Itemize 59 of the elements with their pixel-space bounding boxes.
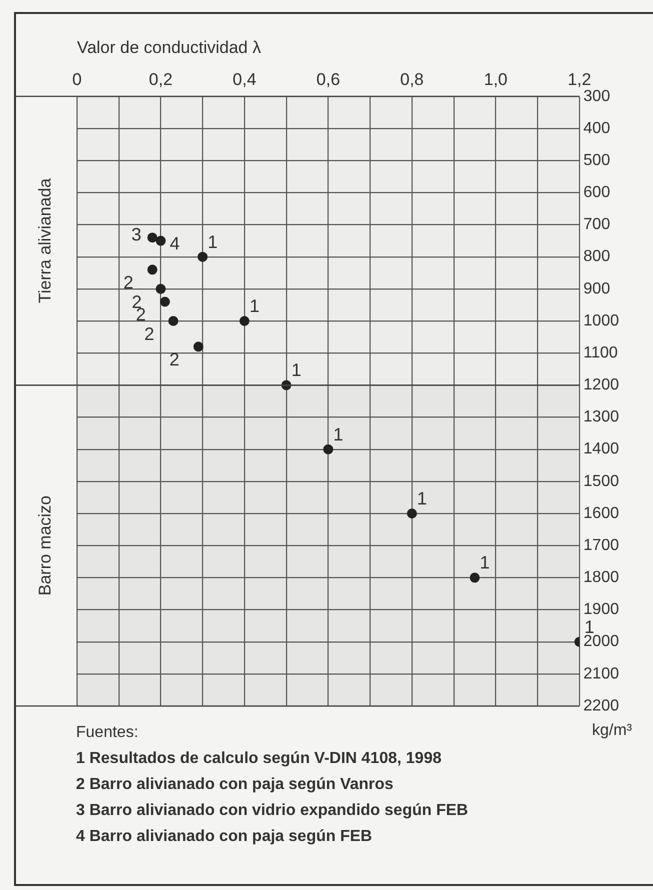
point xyxy=(147,232,158,243)
series-label: 1 xyxy=(249,296,260,316)
x-tick-label: 0,6 xyxy=(316,70,340,89)
y-tick-label: 900 xyxy=(583,280,610,298)
point xyxy=(470,572,480,583)
point xyxy=(156,284,166,294)
point xyxy=(156,236,166,246)
point xyxy=(147,264,158,275)
source-note: Fuentes: xyxy=(76,723,140,743)
x-tick-label: 0,4 xyxy=(232,70,256,89)
point xyxy=(160,296,170,307)
y-axis-title: kg/m³ xyxy=(592,722,632,740)
y-tick-label: 700 xyxy=(583,216,610,234)
y-tick-label: 400 xyxy=(583,120,610,137)
x-tick-label: 1,0 xyxy=(484,70,508,89)
y-tick-label: 2000 xyxy=(583,633,620,650)
y-tick-label: 1700 xyxy=(583,536,620,554)
text: 1 xyxy=(480,552,490,573)
text: 2 xyxy=(123,272,134,293)
y-tick-label: 500 xyxy=(583,152,610,169)
y-tick-label: 1100 xyxy=(583,344,618,362)
point xyxy=(323,444,334,454)
point xyxy=(406,508,417,518)
y-tick-label: 2100 xyxy=(583,665,620,682)
text: 3 Barro alivianado con vidrio expandido según FEB xyxy=(76,801,468,821)
text: 1 Resultados de calculo según V-DIN 4108, 1998 xyxy=(76,749,442,769)
x-tick-label: 1,2 xyxy=(568,70,592,89)
x-tick-label: 0 xyxy=(72,70,82,89)
y-tick-label: 1000 xyxy=(583,312,620,330)
text: 1 xyxy=(291,360,302,380)
y-tick-label: 1600 xyxy=(583,504,620,522)
y-tick-label: 800 xyxy=(583,248,610,266)
y-tick-label: 2200 xyxy=(583,697,620,714)
text: 4 Barro alivianado con paja según FEB xyxy=(76,827,374,847)
text: 2 xyxy=(169,350,180,370)
y-tick-label: 1200 xyxy=(583,376,620,394)
x-axis-title: Valor de conductividad λ xyxy=(77,38,261,58)
text: 1 xyxy=(333,424,344,444)
x-tick-label: 0,8 xyxy=(400,70,424,89)
y-tick-label: 600 xyxy=(583,184,610,202)
text: 2 Barro alivianado con paja según Vanros xyxy=(76,775,394,795)
point xyxy=(193,342,204,352)
band-label: Barro macizo xyxy=(36,496,55,596)
text: 2 xyxy=(144,324,154,344)
y-tick-label: 1800 xyxy=(583,569,620,586)
y-tick-label: 1400 xyxy=(583,440,620,458)
point xyxy=(239,316,250,326)
point xyxy=(168,316,178,326)
x-tick-label: 0,2 xyxy=(148,70,173,89)
text: 1 xyxy=(416,488,427,508)
series-label: 4 xyxy=(170,234,180,254)
y-tick-label: 300 xyxy=(583,88,610,105)
y-tick-label: 1500 xyxy=(583,472,620,490)
y-tick-label: 1300 xyxy=(583,408,620,426)
y-tick-label: 1900 xyxy=(583,601,620,618)
band-label: Tierra alivianada xyxy=(36,178,55,304)
text: 1 xyxy=(208,232,218,252)
series-label: 3 xyxy=(131,224,142,245)
point xyxy=(198,252,208,262)
